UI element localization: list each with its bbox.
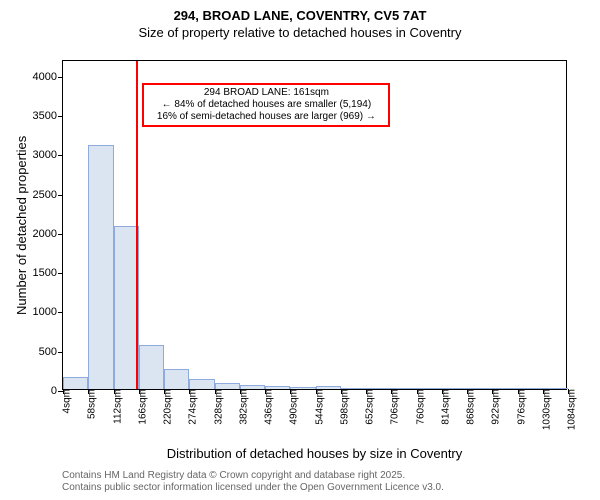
x-tick-mark (240, 389, 241, 394)
x-tick-label: 382sqm (234, 389, 249, 425)
x-axis-label: Distribution of detached houses by size … (62, 446, 567, 461)
y-tick-mark (58, 312, 63, 313)
histogram-bar (518, 388, 543, 389)
x-tick-label: 274sqm (184, 389, 199, 425)
footer-line2: Contains public sector information licen… (62, 482, 444, 494)
x-tick-label: 220sqm (159, 389, 174, 425)
x-tick-mark (417, 389, 418, 394)
y-tick-mark (58, 234, 63, 235)
x-tick-label: 868sqm (462, 389, 477, 425)
footer-attribution: Contains HM Land Registry data © Crown c… (62, 470, 444, 494)
x-tick-label: 1030sqm (537, 389, 552, 430)
x-tick-label: 706sqm (386, 389, 401, 425)
y-tick-mark (58, 195, 63, 196)
x-tick-mark (568, 389, 569, 394)
x-tick-label: 544sqm (310, 389, 325, 425)
x-tick-label: 112sqm (108, 389, 123, 424)
x-tick-label: 328sqm (209, 389, 224, 425)
x-tick-label: 598sqm (335, 389, 350, 425)
x-tick-mark (341, 389, 342, 394)
x-tick-label: 760sqm (411, 389, 426, 425)
histogram-bar (164, 369, 189, 389)
x-tick-label: 922sqm (487, 389, 502, 425)
x-tick-mark (543, 389, 544, 394)
histogram-bar (417, 388, 442, 389)
footer-line1: Contains HM Land Registry data © Crown c… (62, 470, 444, 482)
histogram-bar (467, 388, 492, 389)
histogram-bar (316, 386, 341, 389)
histogram-bar (492, 388, 517, 389)
histogram-bar (391, 388, 416, 389)
marker-line (136, 61, 138, 389)
x-tick-label: 976sqm (512, 389, 527, 425)
x-tick-mark (442, 389, 443, 394)
annotation-line1: 294 BROAD LANE: 161sqm (148, 87, 384, 99)
x-tick-mark (139, 389, 140, 394)
annotation-line3: 16% of semi-detached houses are larger (… (148, 111, 384, 123)
histogram-bar (366, 388, 391, 389)
x-tick-mark (366, 389, 367, 394)
histogram-bar (290, 387, 315, 389)
histogram-bar (189, 379, 214, 389)
x-tick-label: 58sqm (83, 389, 98, 419)
chart-title-line1: 294, BROAD LANE, COVENTRY, CV5 7AT (0, 8, 600, 23)
x-tick-label: 652sqm (361, 389, 376, 425)
annotation-box: 294 BROAD LANE: 161sqm← 84% of detached … (142, 83, 390, 127)
histogram-bar (265, 386, 290, 389)
x-tick-mark (88, 389, 89, 394)
x-tick-label: 1084sqm (563, 389, 578, 430)
x-tick-label: 4sqm (58, 389, 73, 413)
x-tick-label: 166sqm (133, 389, 148, 425)
histogram-bar (543, 388, 568, 389)
y-axis-label: Number of detached properties (14, 136, 29, 315)
histogram-bar (215, 383, 240, 389)
x-tick-mark (290, 389, 291, 394)
y-tick-mark (58, 155, 63, 156)
x-tick-mark (391, 389, 392, 394)
x-tick-mark (164, 389, 165, 394)
x-tick-mark (492, 389, 493, 394)
histogram-bar (63, 377, 88, 389)
x-tick-mark (265, 389, 266, 394)
y-tick-mark (58, 77, 63, 78)
histogram-bar (341, 388, 366, 389)
x-tick-mark (518, 389, 519, 394)
plot-area: 050010001500200025003000350040004sqm58sq… (62, 60, 567, 390)
histogram-bar (442, 388, 467, 389)
annotation-line2: ← 84% of detached houses are smaller (5,… (148, 99, 384, 111)
y-tick-mark (58, 352, 63, 353)
histogram-bar (139, 345, 164, 389)
x-tick-label: 436sqm (260, 389, 275, 425)
x-tick-mark (467, 389, 468, 394)
chart-title-line2: Size of property relative to detached ho… (0, 25, 600, 40)
x-tick-mark (63, 389, 64, 394)
x-tick-mark (114, 389, 115, 394)
histogram-bar (114, 226, 139, 389)
histogram-bar (88, 145, 113, 389)
histogram-bar (240, 385, 265, 389)
y-tick-mark (58, 116, 63, 117)
y-tick-mark (58, 273, 63, 274)
x-tick-label: 814sqm (436, 389, 451, 425)
x-tick-mark (189, 389, 190, 394)
x-tick-mark (316, 389, 317, 394)
x-tick-mark (215, 389, 216, 394)
x-tick-label: 490sqm (285, 389, 300, 425)
